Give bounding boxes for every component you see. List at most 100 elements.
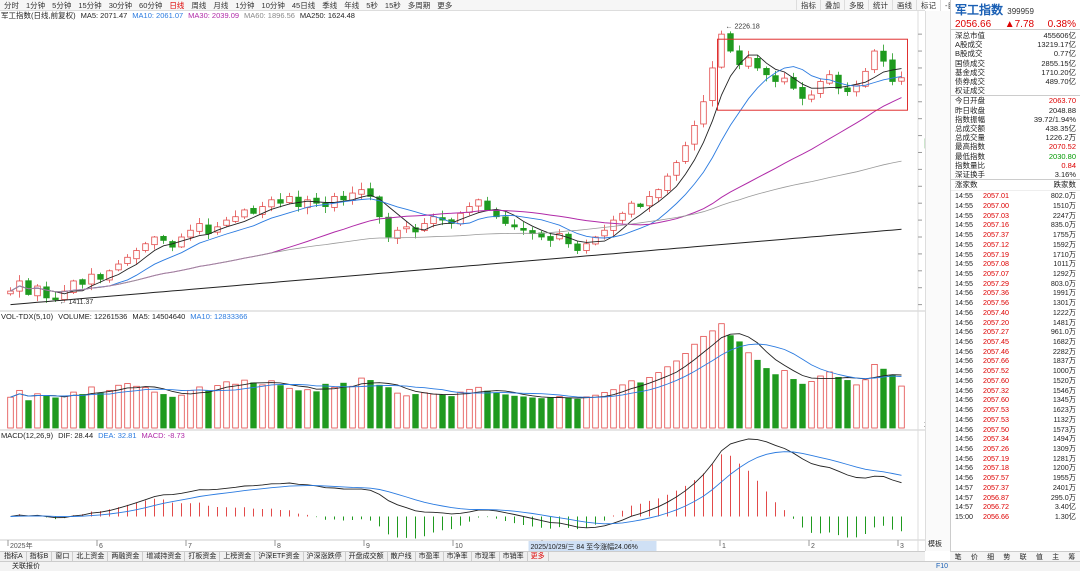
candle [34,285,41,297]
timeframe-12[interactable]: 季线 [322,0,338,10]
bottom-tab-5[interactable]: 增减持资金 [143,552,186,561]
bottom-tab-16[interactable]: 更多 [528,552,549,561]
stat-label: 国债成交 [955,58,985,68]
volume-bar [475,386,482,429]
volume-bar [772,374,779,429]
bottom-tab-9[interactable]: 沪深涨跌停 [304,552,346,561]
tick-time: 14:57 [955,492,973,502]
timeframe-10[interactable]: 10分钟 [261,0,285,10]
candle [133,250,140,260]
linked-quote[interactable]: 关联报价 [12,563,40,570]
tool-0[interactable]: 指标 [796,0,820,11]
volume-bar [781,370,788,429]
bottom-tab-6[interactable]: 打板资金 [185,552,221,561]
volume-bar [898,385,905,429]
tick-price: 2057.18 [983,463,1009,473]
tick-time: 14:55 [955,191,973,201]
ma5-label: MA5: 2071.47 [80,11,128,20]
timeframe-3[interactable]: 15分钟 [78,0,102,10]
stat-row: 深证换手 3.16% [951,170,1080,179]
kline-chart[interactable]: 2200215021002050200019501900185018001750… [0,0,925,551]
panel-tab-4[interactable]: 联 [1019,554,1027,561]
tick-row: 14:56 2057.26 1309万 [951,444,1080,454]
bottom-tab-4[interactable]: 两融资金 [108,552,144,561]
tool-4[interactable]: 画线 [892,0,916,11]
timeframe-15[interactable]: 15秒 [384,0,401,10]
bottom-tab-8[interactable]: 沪深ETF资金 [255,552,304,561]
bottom-tab-3[interactable]: 北上资金 [73,552,109,561]
timeframe-7[interactable]: 周线 [191,0,207,10]
down-count-label: 跌家数 [1053,180,1077,190]
timeframe-14[interactable]: 5秒 [366,0,378,10]
bottom-tab-10[interactable]: 开盘成交额 [346,552,388,561]
tool-5[interactable]: 标记 [916,0,940,11]
timeframe-13[interactable]: 年线 [344,0,360,10]
timeframe-17[interactable]: 更多 [437,0,453,10]
panel-tab-0[interactable]: 笔 [954,554,962,561]
stat-label: 今日开盘 [955,96,985,106]
bottom-tab-14[interactable]: 市现率 [472,552,500,561]
tick-price: 2057.01 [983,191,1009,201]
tick-row: 15:00 2056.66 1.30亿 [951,512,1080,522]
volume-bar [16,389,23,429]
candle [187,229,194,238]
stat-label: 总成交量 [955,133,985,143]
quote-panel: 军工指数 399959 2056.66 ▲7.78 0.38% 深总市值 4556… [950,0,1080,561]
tick-time: 15:00 [955,511,973,521]
stat-value: 2030.80 [1048,151,1076,161]
panel-tab-6[interactable]: 主 [1052,554,1060,561]
panel-tab-1[interactable]: 价 [970,554,978,561]
candle [817,81,824,94]
volume-bar [790,379,797,429]
candle [799,87,806,99]
timeframe-8[interactable]: 月线 [213,0,229,10]
tick-row: 14:56 2057.53 1132万 [951,415,1080,425]
volume-bar [520,396,527,429]
timeframe-0[interactable]: 分时 [4,0,19,10]
template-button[interactable]: 模板 [928,541,942,548]
bottom-tab-0[interactable]: 指标A [1,552,27,561]
panel-tab-7[interactable]: 筹 [1068,554,1076,561]
bottom-tab-15[interactable]: 市销率 [500,552,528,561]
low-annotation: ← 1411.37 [60,299,94,306]
bottom-tab-13[interactable]: 市净率 [444,552,472,561]
timeframe-5[interactable]: 60分钟 [139,0,163,10]
candle [304,199,311,209]
tool-1[interactable]: 叠加 [820,0,844,11]
timeframe-1[interactable]: 1分钟 [26,0,46,10]
tick-row: 14:56 2057.66 1837万 [951,356,1080,366]
candle [106,270,113,281]
timeframe-9[interactable]: 1分钟 [235,0,255,10]
timeframe-11[interactable]: 45日线 [291,0,316,10]
bottom-tab-7[interactable]: 上榜资金 [220,552,256,561]
tick-time: 14:56 [955,385,973,395]
tick-list[interactable]: 14:55 2057.01 802.0万 14:55 2057.00 1510万 14:55… [951,191,1080,521]
date-label: 1 [722,543,726,550]
f10-button[interactable]: F10 [936,563,949,570]
volume-bar [196,386,203,429]
panel-tab-5[interactable]: 值 [1035,554,1043,561]
tool-2[interactable]: 多股 [844,0,868,11]
tick-time: 14:55 [955,278,973,288]
candle [115,263,122,271]
timeframe-2[interactable]: 5分钟 [52,0,72,10]
volume-bar [853,384,860,429]
volume-bar [745,352,752,429]
bottom-tab-1[interactable]: 指标B [27,552,53,561]
bottom-tab-12[interactable]: 市盈率 [416,552,444,561]
tool-3[interactable]: 统计 [868,0,892,11]
bottom-tab-2[interactable]: 窗口 [52,552,74,561]
timeframe-4[interactable]: 30分钟 [108,0,133,10]
timeframe-16[interactable]: 多周期 [407,0,431,10]
tick-time: 14:55 [955,210,973,220]
volume-bar [313,391,320,429]
panel-tab-3[interactable]: 势 [1003,554,1011,561]
bottom-tab-11[interactable]: 散户线 [388,552,416,561]
panel-tab-2[interactable]: 细 [987,554,995,561]
dea-line [10,451,902,525]
tick-price: 2057.66 [983,356,1009,366]
timeframe-6[interactable]: 日线 [169,0,185,10]
tick-time: 14:55 [955,239,973,249]
chart-area[interactable]: 2200215021002050200019501900185018001750… [0,0,987,571]
date-label: 3 [900,543,904,550]
